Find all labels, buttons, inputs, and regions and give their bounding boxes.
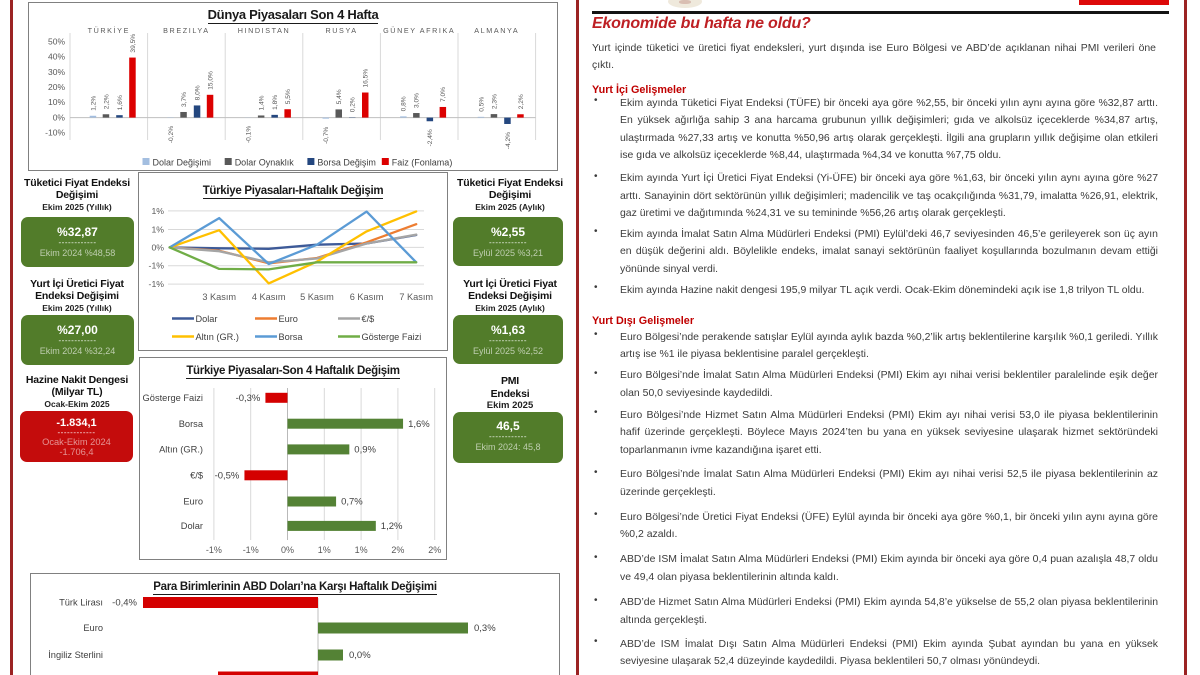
svg-text:5,4%: 5,4% xyxy=(336,89,343,104)
svg-text:Dolar Değişimi: Dolar Değişimi xyxy=(153,158,212,168)
svg-text:-0,1%: -0,1% xyxy=(246,126,253,143)
svg-text:15,0%: 15,0% xyxy=(208,71,215,90)
svg-text:7 Kasım: 7 Kasım xyxy=(399,292,433,302)
svg-text:TÜRKİYE: TÜRKİYE xyxy=(88,26,130,35)
svg-text:1%: 1% xyxy=(318,545,331,555)
svg-text:1,6%: 1,6% xyxy=(408,419,430,430)
svg-text:3,0%: 3,0% xyxy=(414,93,421,108)
svg-text:0,5%: 0,5% xyxy=(478,97,485,112)
svg-text:3,7%: 3,7% xyxy=(181,92,188,107)
svg-text:Borsa: Borsa xyxy=(179,419,204,429)
svg-text:5 Kasım: 5 Kasım xyxy=(300,292,334,302)
svg-text:1%: 1% xyxy=(355,545,368,555)
svg-text:20%: 20% xyxy=(48,82,65,92)
svg-text:Altın (GR.): Altın (GR.) xyxy=(159,445,203,455)
svg-text:Gösterge Faizi: Gösterge Faizi xyxy=(362,332,422,342)
svg-text:-10%: -10% xyxy=(45,128,65,138)
svg-text:BREZILYA: BREZILYA xyxy=(163,26,209,35)
svg-text:3 Kasım: 3 Kasım xyxy=(202,292,236,302)
svg-text:2,3%: 2,3% xyxy=(491,94,498,109)
svg-text:HINDISTAN: HINDISTAN xyxy=(238,26,291,35)
svg-text:40%: 40% xyxy=(48,52,65,62)
svg-text:30%: 30% xyxy=(48,67,65,77)
svg-text:0,8%: 0,8% xyxy=(401,96,408,111)
svg-text:Borsa: Borsa xyxy=(279,332,304,342)
svg-text:1,8%: 1,8% xyxy=(272,95,279,110)
svg-text:-0,3%: -0,3% xyxy=(236,393,261,404)
svg-text:Dolar: Dolar xyxy=(181,521,203,531)
svg-text:6 Kasım: 6 Kasım xyxy=(350,292,384,302)
svg-text:2,2%: 2,2% xyxy=(518,94,525,109)
svg-text:-1%: -1% xyxy=(149,279,165,289)
svg-text:7,0%: 7,0% xyxy=(440,87,447,102)
svg-text:-0,5%: -0,5% xyxy=(215,471,240,482)
svg-text:Altın (GR.): Altın (GR.) xyxy=(196,332,239,342)
svg-text:0%: 0% xyxy=(281,545,294,555)
svg-text:-1%: -1% xyxy=(243,545,259,555)
svg-text:İngiliz Sterlini: İngiliz Sterlini xyxy=(48,650,103,660)
svg-text:Faiz (Fonlama): Faiz (Fonlama) xyxy=(392,158,453,168)
svg-text:GÜNEY AFRIKA: GÜNEY AFRIKA xyxy=(383,26,455,35)
svg-text:1%: 1% xyxy=(151,225,164,235)
svg-text:Dolar Oynaklık: Dolar Oynaklık xyxy=(235,158,295,168)
svg-text:Euro: Euro xyxy=(279,314,298,324)
svg-text:5,5%: 5,5% xyxy=(285,89,292,104)
svg-text:8,0%: 8,0% xyxy=(195,85,202,100)
svg-text:ALMANYA: ALMANYA xyxy=(474,26,519,35)
svg-text:€/$: €/$ xyxy=(362,314,375,324)
svg-text:-1%: -1% xyxy=(149,261,165,271)
svg-text:-0,4%: -0,4% xyxy=(112,598,137,609)
svg-text:4 Kasım: 4 Kasım xyxy=(252,292,286,302)
svg-text:Borsa Değişim: Borsa Değişim xyxy=(317,158,376,168)
svg-text:Türk Lirası: Türk Lirası xyxy=(59,598,103,608)
svg-text:Euro: Euro xyxy=(183,497,203,507)
svg-text:1,2%: 1,2% xyxy=(90,96,97,111)
svg-text:1%: 1% xyxy=(151,206,164,216)
svg-text:Dolar: Dolar xyxy=(196,314,218,324)
svg-text:2,2%: 2,2% xyxy=(103,94,110,109)
svg-text:0,3%: 0,3% xyxy=(474,623,496,634)
svg-text:16,5%: 16,5% xyxy=(363,69,370,88)
svg-text:-4,2%: -4,2% xyxy=(505,132,512,149)
svg-text:0,9%: 0,9% xyxy=(354,445,376,456)
svg-text:0,7%: 0,7% xyxy=(341,497,363,508)
svg-text:0,2%: 0,2% xyxy=(350,97,357,112)
svg-text:-2,4%: -2,4% xyxy=(427,129,434,146)
svg-text:-1%: -1% xyxy=(206,545,222,555)
svg-text:50%: 50% xyxy=(48,36,65,46)
svg-text:2%: 2% xyxy=(428,545,441,555)
svg-text:Euro: Euro xyxy=(83,623,103,633)
svg-text:-0,2%: -0,2% xyxy=(168,126,175,143)
svg-text:39,5%: 39,5% xyxy=(130,34,137,53)
svg-text:1,4%: 1,4% xyxy=(259,95,266,110)
svg-text:€/$: €/$ xyxy=(190,471,204,481)
svg-text:0%: 0% xyxy=(53,112,66,122)
svg-text:0,0%: 0,0% xyxy=(349,650,371,661)
svg-text:0%: 0% xyxy=(151,242,164,252)
svg-text:2%: 2% xyxy=(391,545,404,555)
svg-text:-0,7%: -0,7% xyxy=(323,127,330,144)
svg-text:1,6%: 1,6% xyxy=(117,95,124,110)
svg-text:1,2%: 1,2% xyxy=(381,521,403,532)
svg-text:RUSYA: RUSYA xyxy=(325,26,357,35)
svg-text:Gösterge Faizi: Gösterge Faizi xyxy=(143,393,203,403)
svg-text:10%: 10% xyxy=(48,97,65,107)
